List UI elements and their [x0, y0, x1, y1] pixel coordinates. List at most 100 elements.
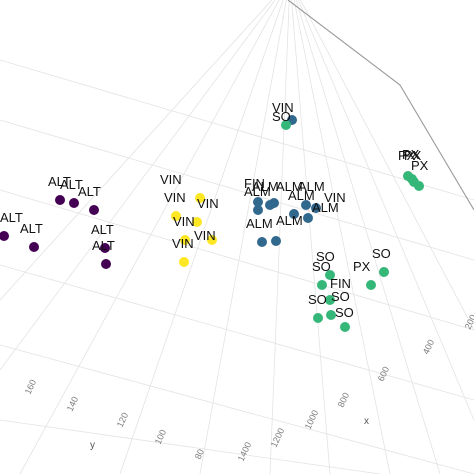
- grid-line-depth: [0, 0, 276, 371]
- point-label: ALM: [276, 213, 303, 228]
- grid-line-depth: [199, 0, 287, 474]
- data-point-so: [340, 322, 350, 332]
- grid-line-depth: [19, 0, 280, 474]
- point-label: SO: [272, 109, 291, 124]
- point-label: PX: [402, 147, 420, 162]
- data-point-vin: [192, 217, 202, 227]
- point-label: ALM: [288, 188, 315, 203]
- point-label: PX: [353, 259, 371, 274]
- point-label: ALT: [78, 184, 101, 199]
- x-tick-label: 1400: [236, 440, 254, 462]
- point-label: SO: [308, 292, 327, 307]
- data-point-vin: [179, 257, 189, 267]
- point-label: ALT: [92, 238, 115, 253]
- data-point-so: [325, 295, 335, 305]
- data-point-alm: [301, 200, 311, 210]
- point-label: ALM: [252, 179, 279, 194]
- data-point-vin: [171, 211, 181, 221]
- point-label: PX: [398, 148, 416, 163]
- point-label: FIN: [330, 276, 351, 291]
- point-label: ALT: [91, 222, 114, 237]
- point-label: VIN: [172, 236, 194, 251]
- point-label: VIN: [194, 228, 216, 243]
- point-label: SO: [316, 249, 335, 264]
- grid-line-depth: [295, 0, 441, 474]
- data-point-vin: [180, 235, 190, 245]
- point-label: ALM: [298, 179, 325, 194]
- point-label: VIN: [160, 172, 182, 187]
- data-points: [0, 115, 424, 332]
- point-label: ALM: [276, 179, 303, 194]
- y-tick-label: 80: [193, 448, 206, 461]
- point-label: VIN: [164, 190, 186, 205]
- grid-line-cross: [0, 344, 474, 474]
- data-point-so: [326, 310, 336, 320]
- grid-line-depth: [119, 0, 284, 474]
- data-point-alm: [311, 203, 321, 213]
- point-label: ALM: [246, 216, 273, 231]
- data-point-alm: [253, 205, 263, 215]
- point-label: VIN: [173, 214, 195, 229]
- x-tick-label: 600: [376, 365, 391, 383]
- data-point-alt: [29, 242, 39, 252]
- data-point-so: [325, 270, 335, 280]
- grid-line-depth: [297, 0, 474, 421]
- point-label: VIN: [272, 100, 294, 115]
- data-point-so: [317, 280, 327, 290]
- data-point-vin: [207, 235, 217, 245]
- point-label: VIN: [324, 190, 346, 205]
- data-point-vin: [195, 193, 205, 203]
- y-tick-label: 120: [115, 411, 130, 429]
- axis-frame: [287, 0, 474, 211]
- x-tick-label: 800: [336, 391, 351, 409]
- point-label: PX: [404, 148, 422, 163]
- grid-line-depth: [300, 0, 474, 331]
- grid-line-depth: [269, 0, 290, 474]
- data-point-alt: [100, 243, 110, 253]
- data-point-alm: [271, 236, 281, 246]
- point-label: SO: [335, 305, 354, 320]
- data-point-px: [366, 280, 376, 290]
- grid-line-depth: [291, 0, 331, 474]
- y-axis-label: y: [90, 440, 95, 451]
- data-point-alt: [69, 198, 79, 208]
- grid-line-cross: [0, 119, 474, 261]
- point-label: ALT: [20, 221, 43, 236]
- data-point-alm: [269, 198, 279, 208]
- data-point-alm: [289, 209, 299, 219]
- data-point-alt: [0, 231, 9, 241]
- data-point-so: [379, 267, 389, 277]
- point-label: SO: [372, 246, 391, 261]
- x-tick-label: 400: [421, 338, 436, 356]
- data-point-so: [281, 120, 291, 130]
- grid-line-cross: [0, 264, 474, 401]
- x-axis-label: x: [364, 416, 369, 427]
- point-label: ALM: [244, 184, 271, 199]
- point-label: ALT: [60, 177, 83, 192]
- frame-edge-right: [287, 0, 474, 211]
- x-tick-label: 1200: [269, 426, 287, 448]
- point-label: ALT: [48, 174, 71, 189]
- point-label: FIN: [244, 176, 265, 191]
- x-tick-label: 200: [463, 313, 474, 331]
- point-label: PX: [411, 158, 429, 173]
- grid-line-cross: [0, 419, 381, 474]
- point-label: VIN: [197, 196, 219, 211]
- grid-line-depth: [293, 0, 391, 474]
- data-point-so: [313, 313, 323, 323]
- data-point-alm: [253, 197, 263, 207]
- data-point-alt: [55, 195, 65, 205]
- grid-line-cross: [0, 189, 474, 331]
- data-point-alt: [89, 205, 99, 215]
- point-label: ALM: [312, 200, 339, 215]
- x-tick-label: 1000: [303, 408, 321, 430]
- y-tick-label: 160: [23, 378, 38, 396]
- data-point-px: [414, 181, 424, 191]
- point-label: SO: [312, 259, 331, 274]
- grid-line-cross: [0, 59, 474, 201]
- data-point-alm: [303, 213, 313, 223]
- y-tick-label: 140: [65, 395, 80, 413]
